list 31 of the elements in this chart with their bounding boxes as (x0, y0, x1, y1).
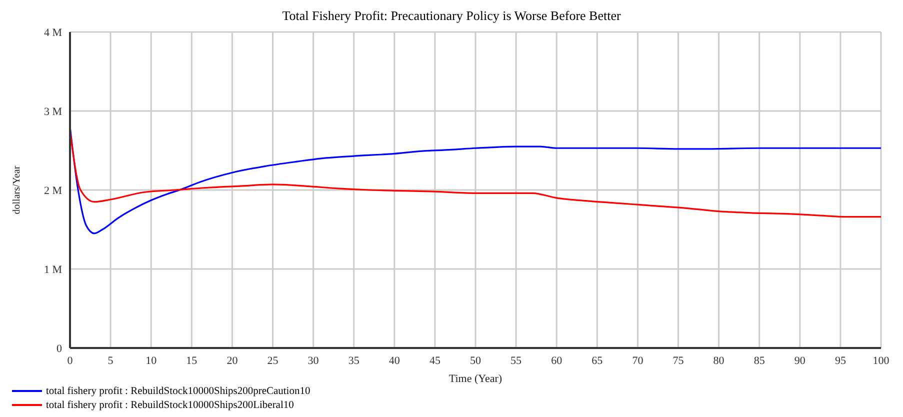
y-tick-label: 1 M (44, 264, 62, 276)
x-tick-label: 25 (267, 354, 279, 367)
x-tick-label: 60 (551, 354, 563, 367)
x-tick-label: 55 (510, 354, 522, 367)
x-tick-label: 0 (67, 354, 74, 367)
x-tick-label: 65 (592, 354, 604, 367)
x-tick-label: 100 (872, 354, 890, 367)
y-tick-label: 4 M (44, 26, 62, 39)
x-tick-label: 80 (713, 354, 725, 367)
x-tick-label: 15 (186, 354, 198, 367)
x-tick-label: 20 (226, 354, 238, 367)
x-tick-label: 70 (632, 354, 644, 367)
y-tick-label: 2 M (44, 184, 62, 197)
x-tick-label: 95 (834, 354, 846, 367)
x-tick-label: 40 (388, 354, 400, 367)
x-tick-label: 30 (308, 354, 320, 367)
x-tick-label: 50 (470, 354, 482, 367)
x-tick-label: 75 (672, 354, 684, 367)
x-tick-label: 45 (429, 354, 441, 367)
y-tick-label: 0 (56, 342, 62, 355)
y-axis-title: dollars/Year (12, 165, 23, 214)
x-axis-title: Time (Year) (448, 373, 502, 385)
x-tick-label: 35 (348, 354, 360, 367)
legend-label: total fishery profit : RebuildStock10000Ships200preCaution10 (46, 386, 310, 396)
x-tick-label: 85 (754, 354, 766, 367)
legend-label: total fishery profit : RebuildStock10000Ships200Liberal10 (46, 400, 294, 410)
y-tick-label: 3 M (44, 106, 62, 118)
chart-title: Total Fishery Profit: Precautionary Policy is Worse Before Better (281, 8, 622, 24)
x-tick-label: 90 (794, 354, 806, 367)
x-tick-label: 5 (108, 354, 114, 367)
x-tick-label: 10 (146, 354, 158, 367)
